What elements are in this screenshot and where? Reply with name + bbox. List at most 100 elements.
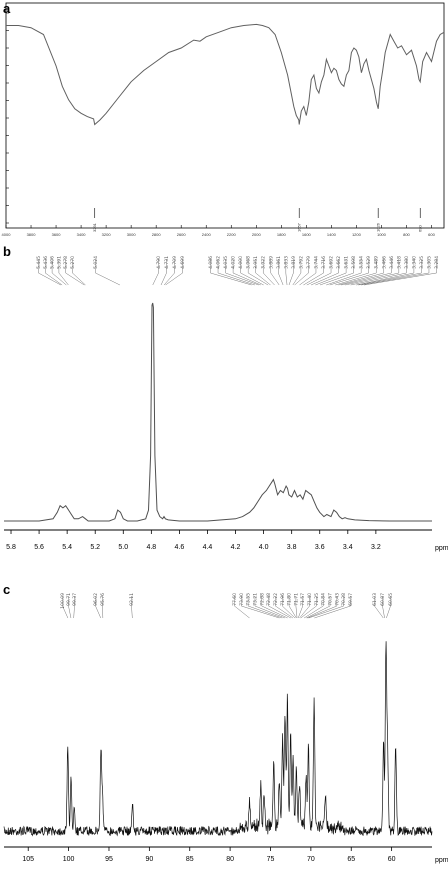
h1-peak-leader — [72, 259, 86, 286]
c13-peak-label: 73.55 — [246, 593, 252, 606]
h1-x-tick-label: 4.0 — [259, 544, 269, 551]
c13-peak-leader — [308, 596, 344, 619]
ir-x-tick-label: 3400 — [77, 232, 87, 237]
c13-peak-leader — [282, 596, 296, 619]
ir-x-tick-label: 3200 — [102, 232, 112, 237]
c13-peak-label: 77.60 — [232, 593, 238, 606]
c13-peak-leader — [261, 596, 288, 619]
h1-x-tick-label: 3.2 — [371, 544, 381, 551]
c13-peak-leader — [234, 596, 250, 619]
h1-peak-label: 3.446 — [389, 256, 395, 269]
ir-x-tick-label: 1000 — [377, 232, 387, 237]
h1-x-ticks: 5.8 5.6 5.4 5.2 5.0 4.8 4.6 4.4 4.2 4.0 3.8 3.6 3.4 3… — [6, 530, 381, 551]
h1-peak-leader — [345, 259, 400, 286]
ir-plot-frame — [5, 2, 445, 229]
h1-peak-leader — [51, 259, 67, 286]
ir-y-ticks — [6, 12, 9, 224]
h1-peak-leader — [65, 259, 85, 286]
h1-peak-label: 3.744 — [313, 256, 319, 269]
h1-peak-leader — [247, 259, 269, 286]
h1-peak-leader — [278, 259, 284, 286]
c13-peak-label: 73.90 — [239, 593, 245, 606]
ir-peak-label: 1026 — [376, 222, 381, 232]
c13-peak-leader — [314, 596, 351, 619]
h1-x-tick-label: 4.4 — [203, 544, 213, 551]
h1-x-tick-label: 5.4 — [62, 544, 72, 551]
h1-peak-leader — [152, 259, 159, 286]
h1-peak-leader — [306, 259, 332, 286]
h1-peak-leader — [262, 259, 275, 286]
c13-series-line — [3, 641, 433, 837]
h1-peak-leader — [270, 259, 280, 286]
h1-peak-leader — [361, 259, 430, 286]
h1-peak-leader — [338, 259, 385, 286]
c13-peak-leader — [247, 596, 283, 619]
h1-peak-label: 3.889 — [268, 256, 274, 269]
h1-peak-label: 5.270 — [70, 256, 76, 269]
h1-peak-label: 4.790 — [156, 256, 162, 269]
h1-peak-leader — [225, 259, 259, 286]
h1-peak-label: 3.529 — [366, 256, 372, 269]
h1-peak-label: 3.861 — [276, 256, 282, 269]
c13-peak-leader — [297, 596, 303, 619]
h1-peak-label: 3.779 — [306, 256, 312, 269]
h1-peak-leader — [315, 259, 347, 286]
h1-peak-label: 4.035 — [223, 256, 229, 269]
ir-x-tick-label: 3000 — [127, 232, 137, 237]
h1-x-tick-label: 3.8 — [287, 544, 297, 551]
c13-peak-label: 71.71 — [293, 593, 299, 606]
h1-peak-label: 3.662 — [336, 256, 342, 269]
h1-peak-label: 4.062 — [216, 256, 222, 269]
h1-peak-label: 5.406 — [50, 256, 56, 269]
c13-peak-leader — [268, 596, 291, 619]
ir-x-tick-label: 4000 — [2, 232, 12, 237]
h1-peak-label: 3.833 — [283, 256, 289, 269]
ir-peak-markers: 3291 1657 1026 690 — [92, 208, 423, 232]
c13-peak-label: 95.76 — [100, 593, 106, 606]
c13-x-ticks: 105 100 95 90 85 80 75 70 65 60 — [22, 847, 396, 863]
h1-peak-leader — [350, 259, 407, 286]
h1-peak-leader — [240, 259, 264, 286]
h1-peak-leader — [45, 259, 63, 286]
h1-x-tick-label: 4.6 — [175, 544, 185, 551]
c13-peak-label: 60.87 — [380, 593, 386, 606]
panel-label-a: a — [3, 1, 11, 16]
c13-peak-leader — [254, 596, 286, 619]
c13-peak-labels: 100.09 99.71 99.37 96.02 95.76 92.11 77.60 73.9… — [60, 593, 394, 619]
h1-peak-leader — [341, 259, 392, 286]
h1-peak-leader — [356, 259, 415, 286]
c13-peak-label: 71.96 — [280, 593, 286, 606]
c13-peak-leader — [241, 596, 280, 619]
h1-peak-label: 3.716 — [321, 256, 327, 269]
h1-peak-leader — [310, 259, 339, 286]
c13-x-tick-label: 105 — [22, 856, 34, 863]
c13-peak-leader — [299, 596, 310, 619]
h1-peak-leader — [299, 259, 317, 286]
h1-peak-label: 5.024 — [93, 256, 99, 269]
ir-x-tick-label: 1800 — [277, 232, 287, 237]
h1-peak-label: 3.466 — [381, 256, 387, 269]
c13-peak-leader — [68, 596, 72, 619]
h1-peak-leader — [326, 259, 362, 286]
ir-x-tick-label: 800 — [403, 232, 410, 237]
h1-peak-label: 3.598 — [351, 256, 357, 269]
h1-peak-leader — [358, 259, 422, 286]
h1-x-tick-label: 3.4 — [343, 544, 353, 551]
h1-peak-label: 5.391 — [56, 256, 62, 269]
c13-peak-label: 69.57 — [348, 593, 354, 606]
c13-peak-label: 60.65 — [388, 593, 394, 606]
h1-peak-leader — [319, 259, 354, 286]
h1-x-tick-label: 4.8 — [146, 544, 156, 551]
c13-peak-label: 71.57 — [300, 593, 306, 606]
c13-peak-label: 61.03 — [372, 593, 378, 606]
h1-peak-leader — [232, 259, 261, 286]
h1-peak-leader — [38, 259, 61, 286]
h1-peak-leader — [160, 259, 167, 286]
c13-peak-label: 70.57 — [328, 593, 334, 606]
h1-peak-leader — [335, 259, 377, 286]
ir-x-tick-label: 600 — [428, 232, 435, 237]
h1-peak-label: 3.792 — [298, 256, 304, 269]
c13-peak-leader — [306, 596, 331, 619]
h1-peak-label: 4.709 — [172, 256, 178, 269]
h1-peak-label: 4.086 — [208, 256, 214, 269]
